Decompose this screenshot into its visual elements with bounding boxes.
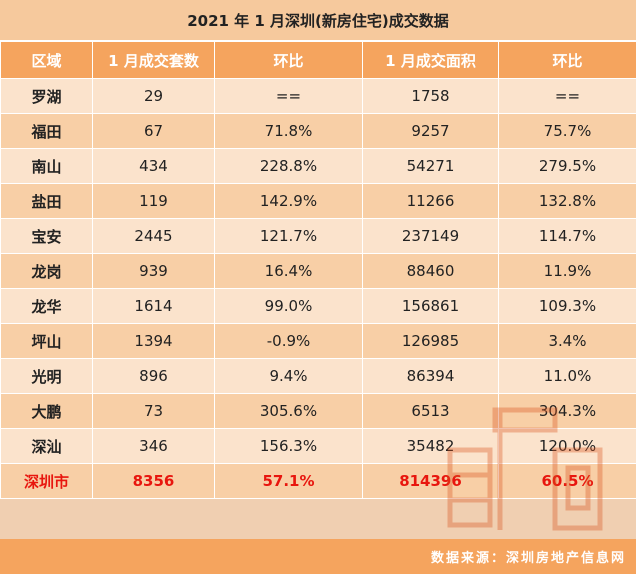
- table-row: 龙岗 939 16.4% 88460 11.9%: [0, 253, 636, 289]
- table-row: 光明 896 9.4% 86394 11.0%: [0, 358, 636, 394]
- header-units: 1 月成交套数: [92, 41, 215, 79]
- cell-area: 光明: [0, 358, 93, 394]
- cell-size-mom: 11.0%: [498, 358, 636, 394]
- cell-units-mom: 71.8%: [214, 113, 363, 149]
- cell-size: 126985: [362, 323, 499, 359]
- cell-area: 龙岗: [0, 253, 93, 289]
- cell-units-mom: 142.9%: [214, 183, 363, 219]
- total-size: 814396: [362, 463, 499, 499]
- cell-size-mom: 120.0%: [498, 428, 636, 464]
- cell-area: 深汕: [0, 428, 93, 464]
- table-row: 福田 67 71.8% 9257 75.7%: [0, 113, 636, 149]
- total-area: 深圳市: [0, 463, 93, 499]
- cell-size-mom: 304.3%: [498, 393, 636, 429]
- cell-size: 88460: [362, 253, 499, 289]
- header-units-mom: 环比: [214, 41, 363, 79]
- cell-size-mom: 75.7%: [498, 113, 636, 149]
- cell-area: 盐田: [0, 183, 93, 219]
- cell-size-mom: 132.8%: [498, 183, 636, 219]
- cell-size-mom: 3.4%: [498, 323, 636, 359]
- cell-units: 67: [92, 113, 215, 149]
- cell-units: 346: [92, 428, 215, 464]
- cell-size: 1758: [362, 78, 499, 114]
- cell-size-mom: 279.5%: [498, 148, 636, 184]
- cell-units-mom: 121.7%: [214, 218, 363, 254]
- header-area: 区域: [0, 41, 93, 79]
- cell-size: 11266: [362, 183, 499, 219]
- cell-size-mom: 109.3%: [498, 288, 636, 324]
- cell-units-mom: 228.8%: [214, 148, 363, 184]
- cell-units-mom: 305.6%: [214, 393, 363, 429]
- cell-area: 宝安: [0, 218, 93, 254]
- cell-units: 1614: [92, 288, 215, 324]
- footer-bar: 数据来源：深圳房地产信息网: [0, 539, 636, 574]
- table-row: 深汕 346 156.3% 35482 120.0%: [0, 428, 636, 464]
- cell-size-mom: ==: [498, 78, 636, 114]
- cell-units: 896: [92, 358, 215, 394]
- cell-units: 434: [92, 148, 215, 184]
- cell-units-mom: -0.9%: [214, 323, 363, 359]
- cell-size: 237149: [362, 218, 499, 254]
- cell-area: 大鹏: [0, 393, 93, 429]
- cell-area: 坪山: [0, 323, 93, 359]
- cell-units: 939: [92, 253, 215, 289]
- cell-size: 54271: [362, 148, 499, 184]
- cell-size: 6513: [362, 393, 499, 429]
- data-source-text: 数据来源：深圳房地产信息网: [430, 551, 626, 566]
- cell-units: 1394: [92, 323, 215, 359]
- housing-data-table: 区域 1 月成交套数 环比 1 月成交面积 环比 罗湖 29 == 1758 == 福田 6…: [0, 41, 636, 499]
- cell-units: 2445: [92, 218, 215, 254]
- cell-area: 南山: [0, 148, 93, 184]
- cell-size: 9257: [362, 113, 499, 149]
- table-row: 南山 434 228.8% 54271 279.5%: [0, 148, 636, 184]
- total-units: 8356: [92, 463, 215, 499]
- cell-area: 龙华: [0, 288, 93, 324]
- cell-size-mom: 11.9%: [498, 253, 636, 289]
- cell-units-mom: 16.4%: [214, 253, 363, 289]
- cell-units-mom: 9.4%: [214, 358, 363, 394]
- header-size: 1 月成交面积: [362, 41, 499, 79]
- cell-units: 119: [92, 183, 215, 219]
- total-units-mom: 57.1%: [214, 463, 363, 499]
- table-row: 宝安 2445 121.7% 237149 114.7%: [0, 218, 636, 254]
- cell-size: 86394: [362, 358, 499, 394]
- cell-size: 156861: [362, 288, 499, 324]
- cell-units: 29: [92, 78, 215, 114]
- cell-units-mom: 99.0%: [214, 288, 363, 324]
- total-size-mom: 60.5%: [498, 463, 636, 499]
- table-row: 盐田 119 142.9% 11266 132.8%: [0, 183, 636, 219]
- cell-size: 35482: [362, 428, 499, 464]
- cell-units: 73: [92, 393, 215, 429]
- cell-units-mom: 156.3%: [214, 428, 363, 464]
- table-title: 2021 年 1 月深圳(新房住宅)成交数据: [0, 0, 636, 41]
- table-row: 坪山 1394 -0.9% 126985 3.4%: [0, 323, 636, 359]
- cell-area: 福田: [0, 113, 93, 149]
- cell-size-mom: 114.7%: [498, 218, 636, 254]
- table-row: 大鹏 73 305.6% 6513 304.3%: [0, 393, 636, 429]
- header-size-mom: 环比: [498, 41, 636, 79]
- cell-units-mom: ==: [214, 78, 363, 114]
- header-row: 区域 1 月成交套数 环比 1 月成交面积 环比: [0, 41, 636, 79]
- total-row: 深圳市 8356 57.1% 814396 60.5%: [0, 463, 636, 499]
- table-row: 罗湖 29 == 1758 ==: [0, 78, 636, 114]
- table-row: 龙华 1614 99.0% 156861 109.3%: [0, 288, 636, 324]
- cell-area: 罗湖: [0, 78, 93, 114]
